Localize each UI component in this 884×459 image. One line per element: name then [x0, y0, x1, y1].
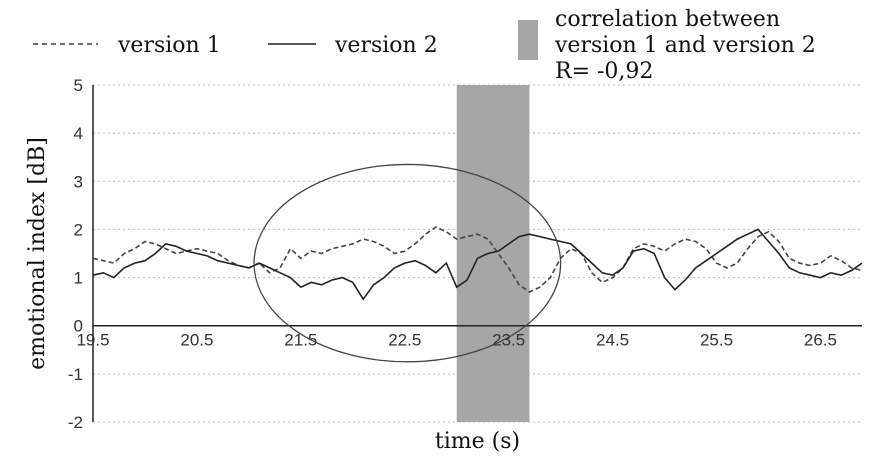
y-tick-label: 2 — [74, 220, 83, 239]
x-tick-label: 21.5 — [284, 331, 317, 350]
legend-correlation-swatch — [518, 20, 538, 60]
y-tick-label: 5 — [74, 76, 83, 95]
x-tick-label: 23.5 — [492, 331, 525, 350]
x-axis-title: time (s) — [435, 429, 520, 454]
x-tick-label: 20.5 — [180, 331, 213, 350]
legend-correlation-line1: correlation between — [555, 7, 780, 32]
x-tick-label: 22.5 — [388, 331, 421, 350]
y-tick-label: 4 — [74, 124, 83, 143]
x-tick-label: 26.5 — [804, 331, 837, 350]
x-tick-label: 25.5 — [700, 331, 733, 350]
legend-version-1-label: version 1 — [117, 33, 221, 58]
y-tick-label: 1 — [74, 269, 83, 288]
legend: version 1 version 2 correlation between … — [33, 7, 816, 84]
y-tick-label: -1 — [68, 365, 83, 384]
grid — [93, 84, 862, 423]
y-axis-title: emotional index [dB] — [25, 137, 50, 370]
y-tick-label: 0 — [74, 317, 83, 336]
legend-correlation-r-value: R= -0,92 — [555, 59, 653, 84]
x-tick-label: 24.5 — [596, 331, 629, 350]
y-tick-label: -2 — [68, 413, 83, 432]
legend-correlation-line2: version 1 and version 2 — [554, 33, 816, 58]
series-version-2-line — [92, 228, 863, 301]
y-tick-label: 3 — [74, 172, 83, 191]
legend-version-2-label: version 2 — [334, 33, 438, 58]
correlation-band — [456, 85, 530, 422]
series-version-1-line — [92, 226, 863, 293]
highlight-ellipse — [253, 163, 562, 363]
x-tick-labels: 19.5 20.5 21.5 22.5 23.5 24.5 25.5 26.5 — [76, 331, 837, 350]
y-tick-labels: -2 -1 0 1 2 3 4 5 — [68, 76, 83, 432]
